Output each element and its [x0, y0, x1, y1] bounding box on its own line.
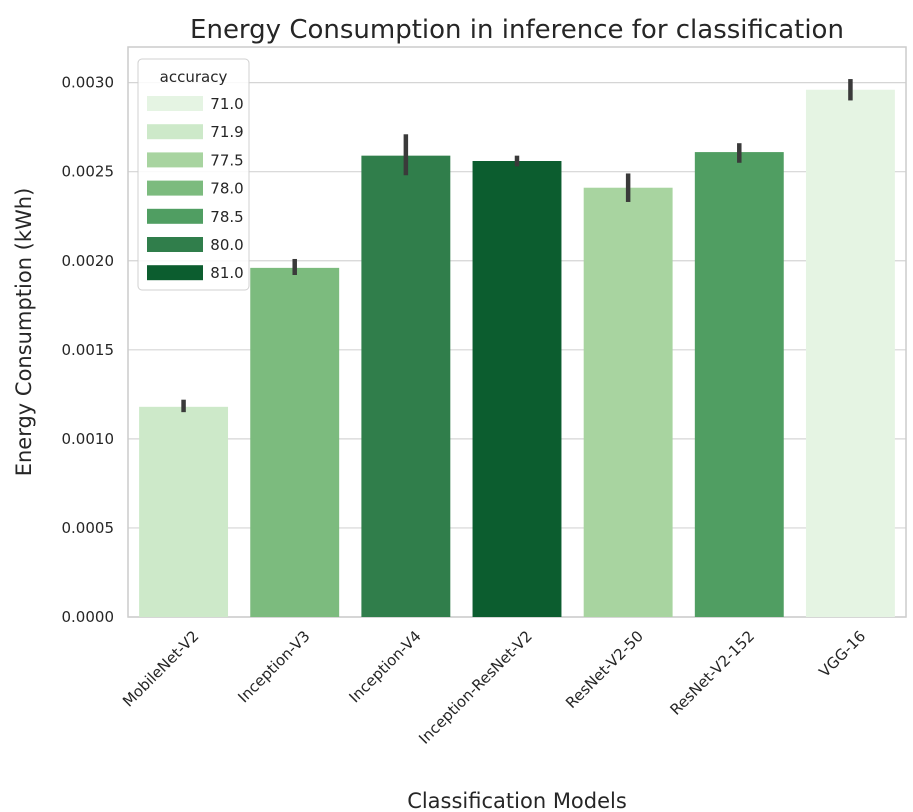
y-tick-label: 0.0015 — [62, 341, 115, 359]
legend-swatch — [147, 96, 203, 111]
x-axis-ticks: MobileNet-V2 Inception-V3 Inception-V4Ince… — [119, 627, 869, 748]
legend-label: 78.0 — [210, 180, 243, 198]
x-tick-label: ResNet-V2-152 — [667, 627, 759, 719]
bar — [250, 267, 340, 617]
legend-label: 71.0 — [210, 95, 243, 113]
legend-box — [137, 58, 250, 291]
y-tick-label: 0.0025 — [62, 163, 115, 181]
y-axis-title: Energy Consumption (kWh) — [12, 188, 36, 477]
legend-label: 81.0 — [210, 264, 243, 282]
legend-swatch — [147, 152, 203, 168]
legend-title: accuracy — [160, 68, 228, 86]
legend-swatch — [147, 124, 203, 140]
legend-swatch — [147, 208, 203, 224]
legend-label: 77.5 — [210, 151, 243, 169]
bar — [361, 155, 451, 617]
legend-swatch — [147, 237, 203, 252]
bar — [472, 161, 562, 617]
y-tick-label: 0.0000 — [62, 608, 115, 626]
x-tick-label: Inception-V3 — [234, 627, 313, 706]
x-tick-label: Inception-V4 — [345, 627, 424, 706]
bar — [805, 89, 895, 617]
bars — [139, 89, 895, 617]
bar — [694, 152, 784, 617]
legend-label: 71.9 — [210, 123, 243, 141]
bar — [583, 187, 673, 617]
legend-swatch — [147, 180, 203, 196]
y-tick-label: 0.0005 — [62, 519, 115, 537]
chart-title: Energy Consumption in inference for clas… — [190, 15, 844, 45]
y-axis-ticks: 0.0000 0.0005 0.0010 0.0015 0.0020 0.0025 0.00… — [62, 74, 115, 626]
error-bars — [181, 79, 853, 413]
x-tick-label: MobileNet-V2 — [119, 627, 202, 710]
y-tick-label: 0.0010 — [62, 430, 115, 448]
legend-label: 80.0 — [210, 236, 243, 254]
y-tick-label: 0.0020 — [62, 252, 115, 270]
bar — [139, 406, 229, 617]
x-tick-label: ResNet-V2-50 — [562, 627, 647, 712]
legend-label: 78.5 — [210, 208, 243, 226]
legend-swatch — [147, 265, 203, 281]
legend: accuracy 71.0 71.9 77.5 78.0 78.5 80.0 81.0 — [137, 58, 250, 291]
x-tick-label: VGG-16 — [816, 627, 870, 681]
y-tick-label: 0.0030 — [62, 74, 115, 92]
x-tick-label: Inception-ResNet-V2 — [415, 627, 536, 748]
x-axis-title: Classification Models — [407, 789, 627, 812]
